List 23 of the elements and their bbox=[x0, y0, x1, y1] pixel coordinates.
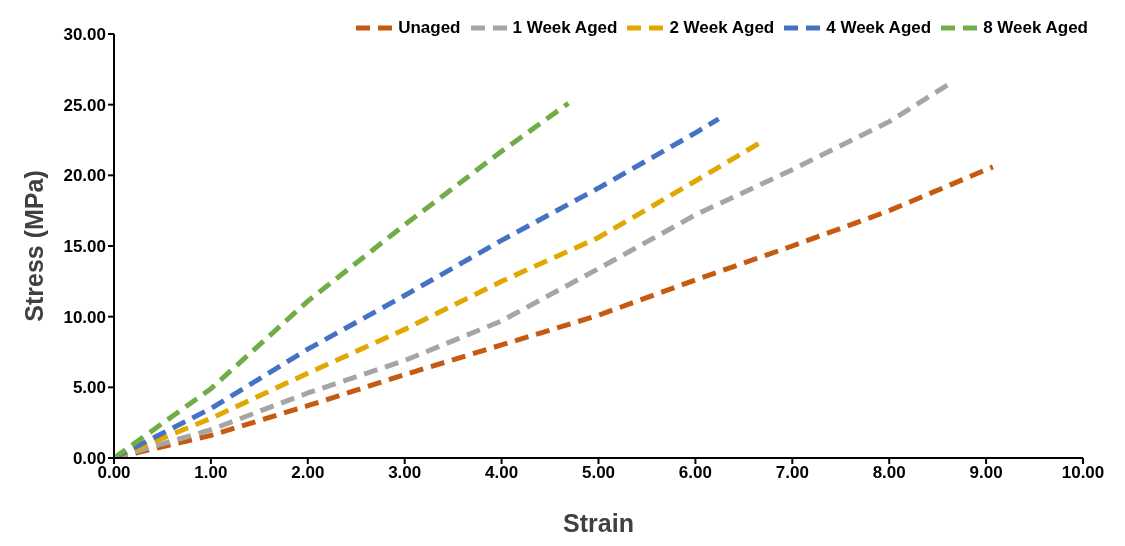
x-axis-title: Strain bbox=[563, 508, 634, 537]
x-tick-label: 3.00 bbox=[388, 463, 422, 483]
y-axis-title: Stress (MPa) bbox=[19, 170, 48, 322]
y-tick-label: 25.00 bbox=[63, 95, 106, 115]
y-tick-label: 5.00 bbox=[72, 378, 106, 398]
y-tick-label: 10.00 bbox=[63, 307, 106, 327]
legend-label: 1 Week Aged bbox=[512, 18, 618, 38]
x-tick-label: 7.00 bbox=[775, 463, 809, 483]
x-tick-label: 2.00 bbox=[291, 463, 325, 483]
x-tick-label: 6.00 bbox=[678, 463, 712, 483]
x-tick-label: 10.00 bbox=[1061, 463, 1105, 483]
x-tick-label: 1.00 bbox=[194, 463, 228, 483]
x-tick-label: 9.00 bbox=[969, 463, 1003, 483]
x-tick-label: 4.00 bbox=[485, 463, 519, 483]
legend-label: Unaged bbox=[398, 18, 461, 38]
legend-label: 8 Week Aged bbox=[983, 18, 1088, 38]
y-tick-label: 30.00 bbox=[63, 25, 106, 45]
y-tick-label: 20.00 bbox=[63, 166, 106, 186]
x-tick-label: 5.00 bbox=[581, 463, 616, 483]
y-tick-label: 15.00 bbox=[63, 237, 106, 257]
legend-label: 2 Week Aged bbox=[669, 18, 775, 38]
x-tick-label: 8.00 bbox=[872, 463, 906, 483]
legend-label: 4 Week Aged bbox=[826, 18, 932, 38]
